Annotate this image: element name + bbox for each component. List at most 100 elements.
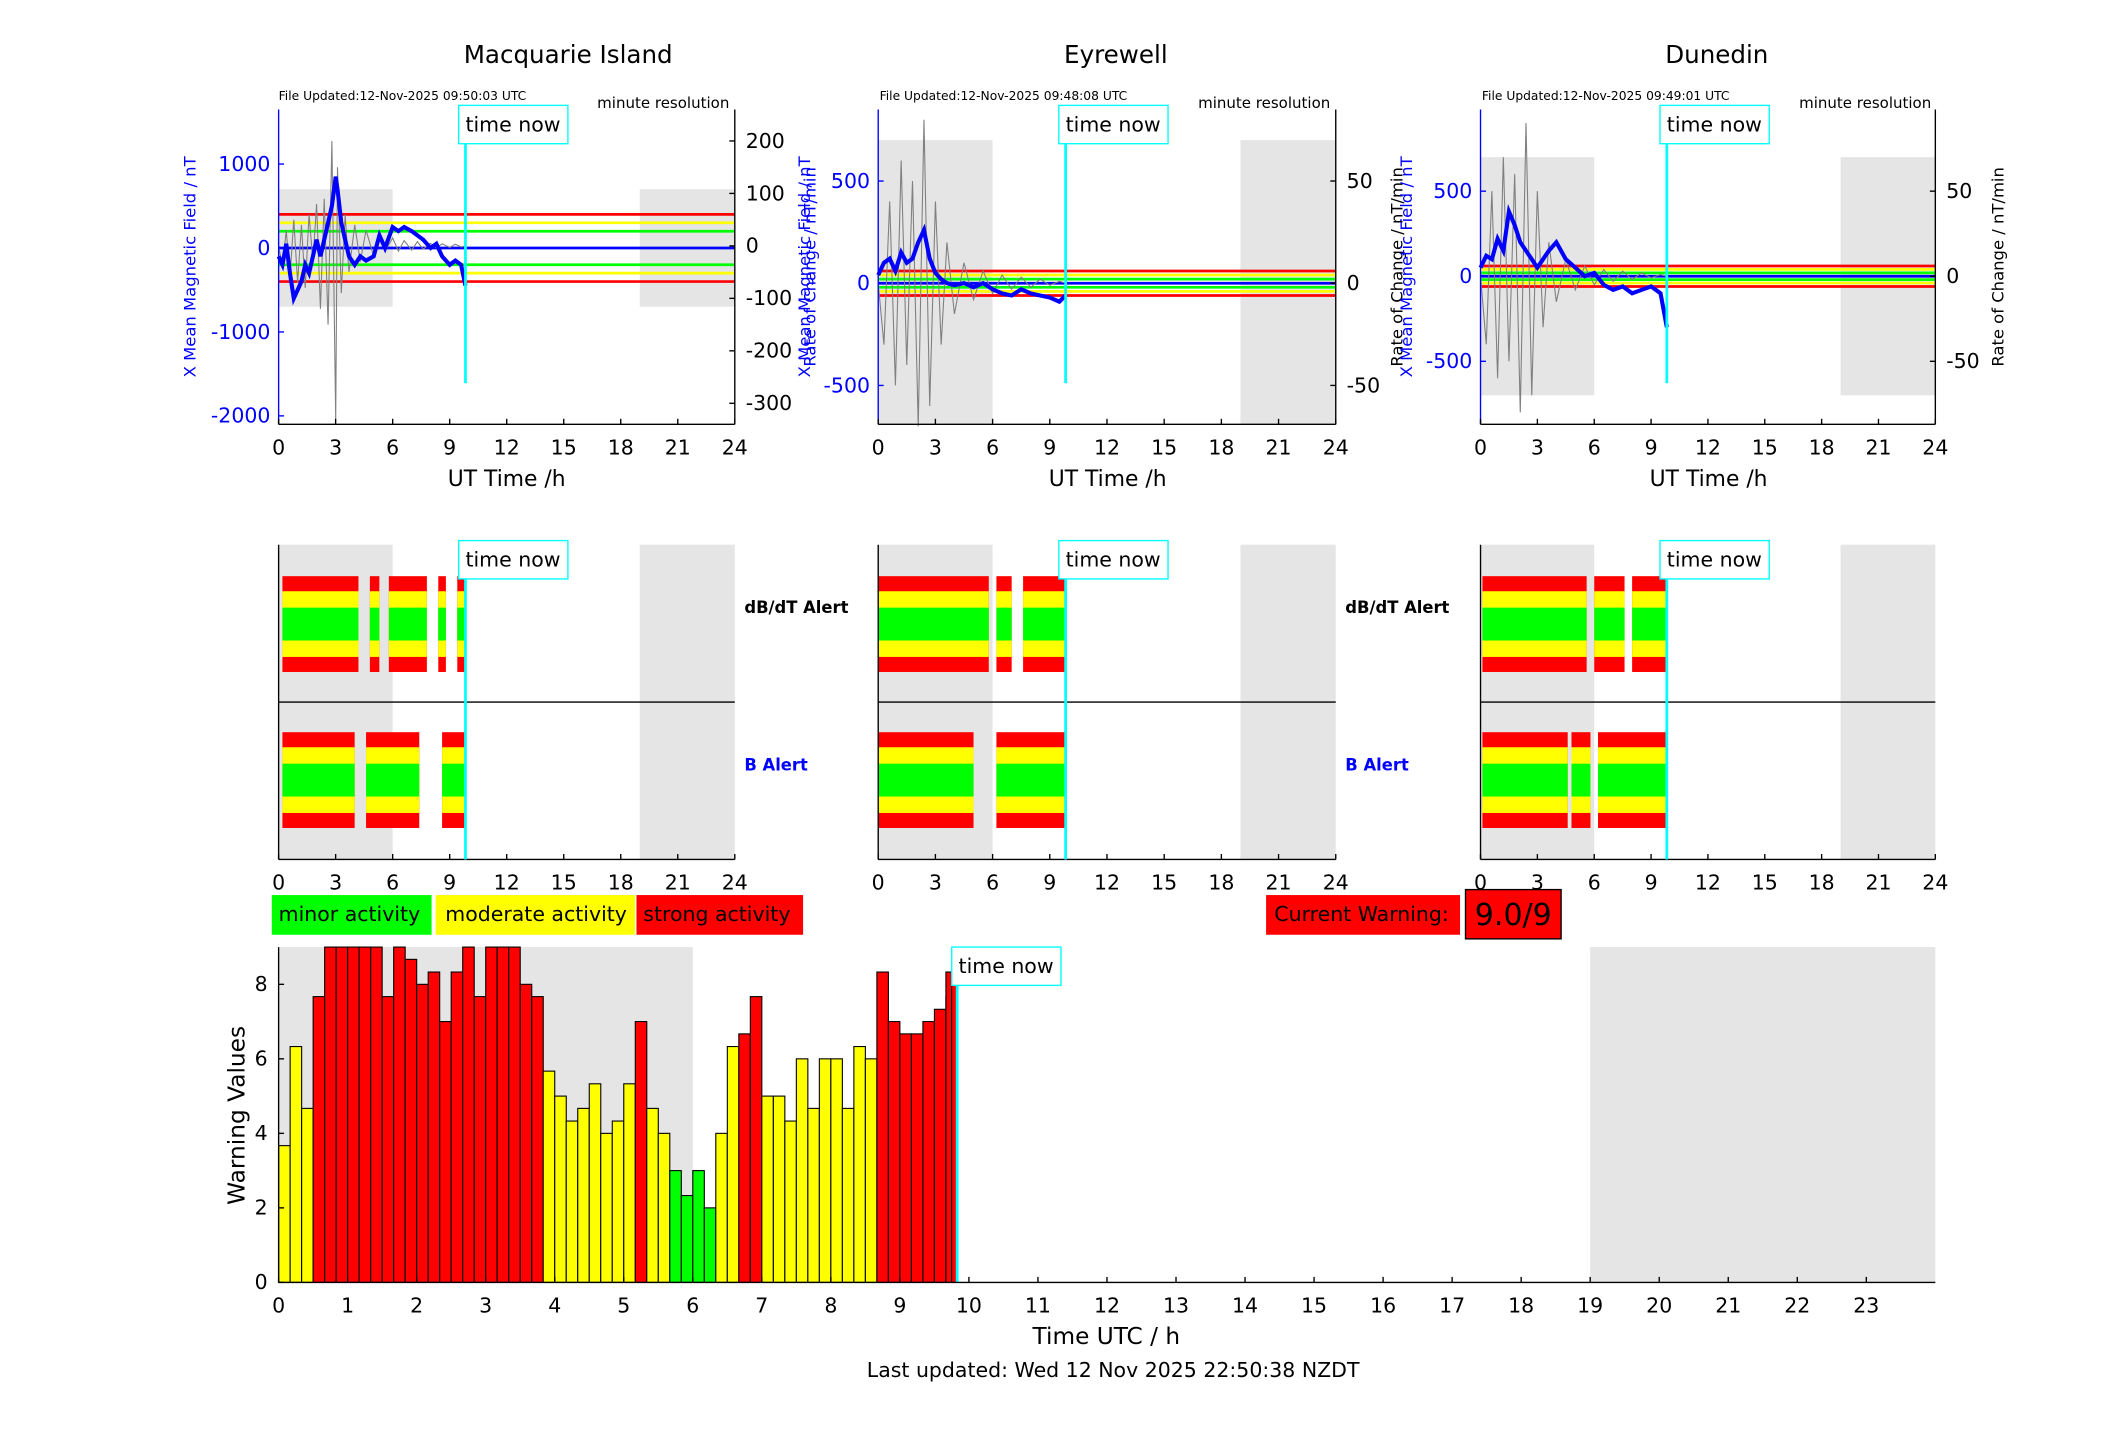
xlabel-macquarie: UT Time /h xyxy=(448,467,566,492)
y2-tick-label: 0 xyxy=(746,234,759,258)
y-tick-label: 500 xyxy=(831,169,870,193)
y2-tick-label: 100 xyxy=(746,181,785,205)
warning-x-tick-label: 21 xyxy=(1715,1293,1741,1317)
warning-bar xyxy=(899,1033,912,1283)
resolution-eyrewell: minute resolution xyxy=(1198,94,1330,112)
warning-x-tick-label: 13 xyxy=(1163,1293,1189,1317)
y2-tick-label: -200 xyxy=(746,339,792,363)
xlabel-dunedin: UT Time /h xyxy=(1650,467,1768,492)
file-updated-dunedin: File Updated:12-Nov-2025 09:49:01 UTC xyxy=(1482,89,1730,103)
warning-x-tick-label: 22 xyxy=(1784,1293,1810,1317)
field-line xyxy=(876,223,1068,305)
alert-time-now-label: time now xyxy=(1066,548,1161,572)
x-tick-label: 24 xyxy=(1323,435,1349,459)
warning-x-tick-label: 9 xyxy=(893,1293,906,1317)
left-axis-label-eyrewell: X Mean Magnetic Field / nT xyxy=(795,155,814,377)
warning-bar xyxy=(439,1021,452,1283)
right-axis-label-eyrewell: Rate of Change / nT/min xyxy=(1388,167,1407,367)
dbdt-band-minor-4 xyxy=(457,607,466,641)
x-tick-label: 21 xyxy=(1865,435,1891,459)
alert-time-now-label: time now xyxy=(465,548,560,572)
x-tick-label: 12 xyxy=(1695,435,1721,459)
resolution-dunedin: minute resolution xyxy=(1799,94,1931,112)
warning-x-tick-label: 15 xyxy=(1301,1293,1327,1317)
warning-bar xyxy=(680,1195,694,1283)
x-tick-label: 3 xyxy=(1531,435,1544,459)
alert-x-tick-label: 15 xyxy=(551,871,577,895)
b-alert-label-macquarie: B Alert xyxy=(744,756,808,775)
alert-time-now-box xyxy=(457,539,569,580)
station-title-dunedin: Dunedin xyxy=(1665,40,1768,69)
warning-y-tick-label: 2 xyxy=(255,1196,268,1220)
dbdt-band-minor-1 xyxy=(1594,607,1625,641)
warning-bar xyxy=(462,946,475,1283)
b-alert-label-eyrewell: B Alert xyxy=(1345,756,1409,775)
b-band-minor-0 xyxy=(282,763,355,797)
x-tick-label: 6 xyxy=(986,435,999,459)
warning-x-tick-label: 6 xyxy=(686,1293,699,1317)
legend-minor-label: minor activity xyxy=(279,902,421,926)
b-band-minor-1 xyxy=(996,763,1066,797)
y2-tick-label: 200 xyxy=(746,129,785,153)
warning-bar xyxy=(887,1021,901,1283)
y-tick-label: 1000 xyxy=(218,152,270,176)
x-tick-label: 15 xyxy=(551,435,577,459)
warning-bar xyxy=(508,946,521,1283)
alert-x-tick-label: 0 xyxy=(872,871,885,895)
warning-x-tick-label: 16 xyxy=(1370,1293,1396,1317)
x-tick-label: 15 xyxy=(1752,435,1778,459)
y2-tick-label: -100 xyxy=(746,286,792,310)
warning-x-tick-label: 20 xyxy=(1646,1293,1672,1317)
warning-bar xyxy=(657,1132,671,1283)
warning-bar xyxy=(404,958,418,1283)
y-tick-label: 0 xyxy=(1459,264,1472,288)
warning-bar xyxy=(347,946,360,1283)
y2-tick-label: -50 xyxy=(1946,349,1979,373)
warning-bar xyxy=(611,1120,625,1283)
dbdt-band-minor-2 xyxy=(1632,607,1667,641)
y2-tick-label: 50 xyxy=(1347,169,1373,193)
warning-bar xyxy=(450,971,464,1283)
warning-bar xyxy=(749,996,763,1283)
warning-bar xyxy=(301,1107,314,1283)
alert-x-tick-label: 18 xyxy=(1208,871,1234,895)
y-tick-label: -500 xyxy=(824,373,870,397)
alert-x-tick-label: 9 xyxy=(443,871,456,895)
legend-moderate-swatch xyxy=(435,895,636,935)
y-tick-label: 0 xyxy=(857,271,870,295)
warning-bar xyxy=(922,1021,935,1283)
x-tick-label: 12 xyxy=(1094,435,1120,459)
x-tick-label: 18 xyxy=(1208,435,1234,459)
warning-x-tick-label: 1 xyxy=(341,1293,354,1317)
warning-bar xyxy=(646,1107,659,1283)
warning-bar xyxy=(715,1132,728,1283)
dbdt-band-minor-2 xyxy=(388,607,427,641)
dbdt-band-minor-3 xyxy=(438,607,446,641)
station-title-eyrewell: Eyrewell xyxy=(1064,40,1168,69)
warning-bar xyxy=(370,946,383,1283)
alert-x-tick-label: 3 xyxy=(1531,871,1544,895)
y-tick-label: 500 xyxy=(1433,179,1472,203)
time-now-label: time now xyxy=(1066,112,1161,136)
warning-bar xyxy=(853,1045,866,1283)
alert-x-tick-label: 21 xyxy=(1266,871,1292,895)
alert-x-tick-label: 12 xyxy=(1695,871,1721,895)
warning-bar xyxy=(427,971,441,1283)
x-tick-label: 9 xyxy=(443,435,456,459)
warning-bar xyxy=(864,1058,878,1283)
file-updated-macquarie: File Updated:12-Nov-2025 09:50:03 UTC xyxy=(279,89,527,103)
current-warning-value: 9.0/9 xyxy=(1475,898,1552,933)
x-tick-label: 24 xyxy=(1922,435,1948,459)
warning-bar-tail xyxy=(945,971,953,1283)
warning-bar xyxy=(726,1045,740,1283)
y-tick-label: -500 xyxy=(1426,349,1472,373)
warning-x-tick-label: 17 xyxy=(1439,1293,1465,1317)
alert-panel-macquarie: time now 0 3 6 9 12 15 18 21 24 xyxy=(272,539,748,895)
alert-x-tick-label: 0 xyxy=(1474,871,1487,895)
warning-x-tick-label: 11 xyxy=(1025,1293,1051,1317)
alert-x-tick-label: 3 xyxy=(329,871,342,895)
warning-bar xyxy=(473,996,487,1283)
warning-time-now-box xyxy=(951,946,1062,987)
